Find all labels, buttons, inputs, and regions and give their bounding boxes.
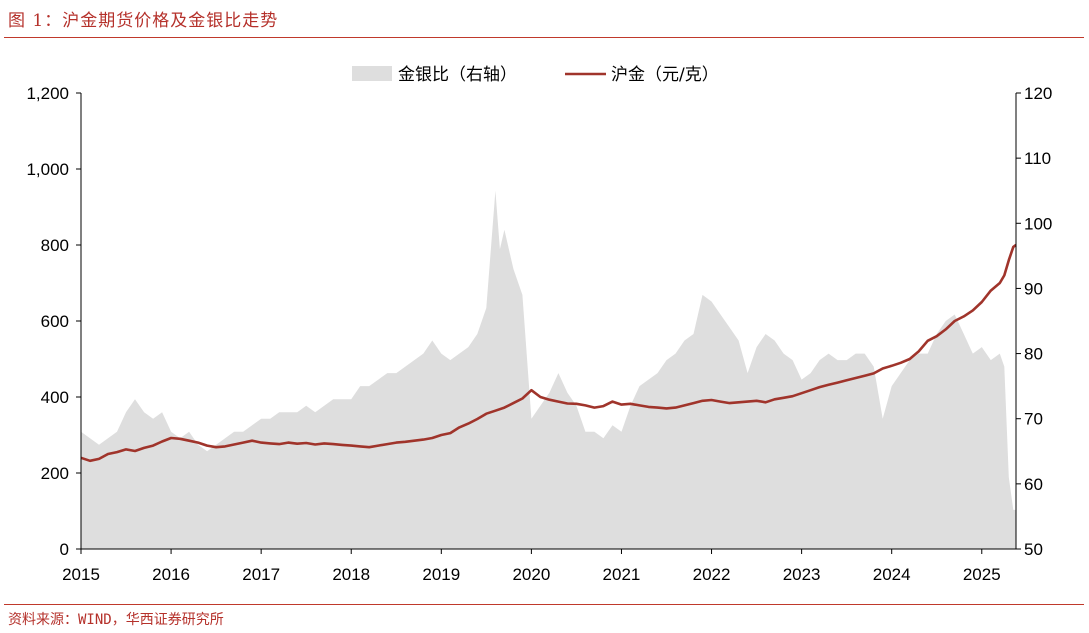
x-tick-label: 2016 (152, 565, 190, 584)
legend-label-ratio: 金银比（右轴） (398, 65, 517, 85)
left-tick-label: 600 (41, 312, 69, 331)
right-tick-label: 90 (1024, 279, 1043, 298)
source-note: 资料来源：WIND，华西证券研究所 (8, 612, 224, 628)
right-tick-label: 120 (1024, 84, 1052, 103)
title-divider (4, 37, 1084, 38)
right-tick-label: 60 (1024, 475, 1043, 494)
plot-area (80, 190, 1017, 549)
series-area-gold-silver-ratio (81, 190, 1016, 549)
x-tick-label: 2019 (422, 565, 460, 584)
left-tick-label: 1,200 (26, 84, 69, 103)
x-tick-label: 2020 (512, 565, 550, 584)
right-tick-label: 80 (1024, 345, 1043, 364)
left-tick-label: 400 (41, 388, 69, 407)
series-line-shfe-gold (80, 243, 1017, 463)
left-tick-label: 0 (60, 540, 69, 559)
right-tick-label: 50 (1024, 540, 1043, 559)
x-tick-label: 2024 (873, 565, 911, 584)
legend-label-gold: 沪金（元/克） (611, 65, 719, 85)
right-tick-label: 110 (1024, 149, 1051, 168)
right-tick-label: 70 (1024, 410, 1043, 429)
footer-divider (4, 604, 1084, 605)
legend: 金银比（右轴） 沪金（元/克） (352, 65, 719, 85)
legend-swatch-ratio (352, 66, 392, 81)
x-tick-label: 2021 (603, 565, 641, 584)
x-tick-label: 2023 (783, 565, 821, 584)
left-tick-label: 1,000 (26, 160, 69, 179)
chart-title: 图 1：沪金期货价格及金银比走势 (8, 11, 279, 31)
x-tick-label: 2022 (693, 565, 731, 584)
x-tick-label: 2017 (242, 565, 280, 584)
left-tick-label: 800 (41, 236, 69, 255)
right-tick-label: 100 (1024, 214, 1052, 233)
left-tick-label: 200 (41, 464, 69, 483)
gold-silver-chart: 0 200 400 600 800 1,000 1,200 50 60 70 80 90 100 110 1… (26, 65, 1052, 584)
x-tick-label: 2025 (963, 565, 1001, 584)
x-tick-label: 2018 (332, 565, 370, 584)
x-tick-label: 2015 (62, 565, 100, 584)
axes: 0 200 400 600 800 1,000 1,200 50 60 70 80 90 100 110 1… (26, 84, 1052, 584)
